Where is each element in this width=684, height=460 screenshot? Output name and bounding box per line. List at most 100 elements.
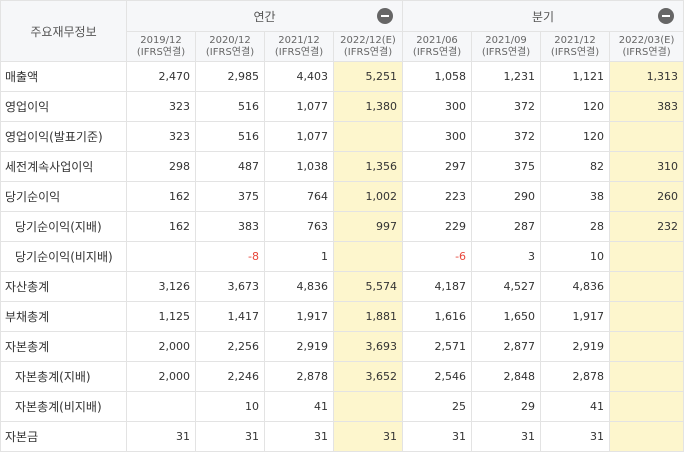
value-cell: 310 [609, 151, 684, 182]
value-cell: 1,417 [195, 301, 265, 332]
value-cell: 375 [471, 151, 542, 182]
period-main: 2022/12(E) [340, 34, 396, 46]
value-cell: 29 [471, 391, 542, 422]
value-cell: 10 [195, 391, 265, 422]
value-cell: -6 [402, 241, 473, 272]
table-row: 자본총계(지배) 2,000 2,246 2,878 3,652 2,546 2,848 2,… [0, 361, 684, 392]
table-row: 매출액 2,470 2,985 4,403 5,251 1,058 1,231 1,121 1,… [0, 61, 684, 92]
value-cell: 28 [540, 211, 611, 242]
value-cell: 2,546 [402, 361, 473, 392]
value-cell: 516 [195, 91, 265, 122]
value-cell: 41 [540, 391, 611, 422]
value-cell: 1,356 [332, 151, 404, 182]
value-cell [609, 391, 684, 422]
row-label: 부채총계 [0, 301, 127, 332]
row-label: 자산총계 [0, 271, 127, 302]
row-label: 자본총계(비지배) [0, 391, 127, 422]
value-cell: 162 [126, 211, 196, 242]
period-main: 2022/03(E) [618, 34, 675, 46]
period-sub: (IFRS연결) [274, 46, 324, 58]
value-cell: 232 [609, 211, 684, 242]
value-cell: 120 [540, 121, 611, 152]
value-cell: 25 [402, 391, 473, 422]
value-cell: 300 [402, 121, 473, 152]
value-cell: 1,650 [471, 301, 542, 332]
value-cell: 487 [195, 151, 265, 182]
value-cell: 82 [540, 151, 611, 182]
value-cell: 4,403 [264, 61, 334, 92]
row-label: 매출액 [0, 61, 127, 92]
value-cell: 31 [126, 421, 196, 452]
table-row: 당기순이익(비지배) -8 1 -6 3 10 [0, 241, 684, 272]
value-cell: 1 [264, 241, 334, 272]
value-cell: 31 [195, 421, 265, 452]
value-cell [332, 241, 404, 272]
value-cell: 223 [402, 181, 473, 212]
value-cell: 1,231 [471, 61, 542, 92]
quarterly-label: 분기 [532, 9, 555, 24]
value-cell: 1,380 [332, 91, 404, 122]
row-label: 당기순이익(지배) [0, 211, 127, 242]
value-cell: 3 [471, 241, 542, 272]
period-main: 2020/12 [209, 34, 251, 46]
value-cell: 2,985 [195, 61, 265, 92]
annual-label: 연간 [253, 9, 276, 24]
value-cell: 383 [609, 91, 684, 122]
table-row: 자본총계(비지배) 10 41 25 29 41 [0, 391, 684, 422]
period-header: 2019/12 (IFRS연결) [126, 31, 196, 62]
value-cell: 1,616 [402, 301, 473, 332]
value-cell: 10 [540, 241, 611, 272]
value-cell: 2,919 [264, 331, 334, 362]
value-cell: 372 [471, 121, 542, 152]
value-cell: 38 [540, 181, 611, 212]
value-cell: 763 [264, 211, 334, 242]
row-label: 영업이익(발표기준) [0, 121, 127, 152]
period-header: 2021/12 (IFRS연결) [264, 31, 334, 62]
value-cell: 41 [264, 391, 334, 422]
value-cell: 31 [264, 421, 334, 452]
value-cell: 1,121 [540, 61, 611, 92]
value-cell [609, 421, 684, 452]
table-row: 자본총계 2,000 2,256 2,919 3,693 2,571 2,877 2,919 [0, 331, 684, 362]
value-cell [332, 121, 404, 152]
row-label: 세전계속사업이익 [0, 151, 127, 182]
quarterly-collapse-button[interactable] [658, 8, 675, 24]
value-cell: 2,246 [195, 361, 265, 392]
period-header: 2020/12 (IFRS연결) [195, 31, 265, 62]
period-sub: (IFRS연결) [343, 46, 393, 58]
table-row: 당기순이익 162 375 764 1,002 223 290 38 260 [0, 181, 684, 212]
value-cell: 2,877 [471, 331, 542, 362]
table-row: 세전계속사업이익 298 487 1,038 1,356 297 375 82 310 [0, 151, 684, 182]
value-cell [332, 391, 404, 422]
row-label: 자본금 [0, 421, 127, 452]
value-cell: 229 [402, 211, 473, 242]
value-cell: 2,256 [195, 331, 265, 362]
value-cell: 4,187 [402, 271, 473, 302]
value-cell: 297 [402, 151, 473, 182]
value-cell: 3,126 [126, 271, 196, 302]
period-main: 2019/12 [140, 34, 182, 46]
value-cell [126, 391, 196, 422]
value-cell [609, 121, 684, 152]
value-cell: 1,077 [264, 121, 334, 152]
value-cell: 31 [540, 421, 611, 452]
value-cell: 1,058 [402, 61, 473, 92]
value-cell: 2,878 [540, 361, 611, 392]
value-cell: 4,836 [540, 271, 611, 302]
row-label: 당기순이익(비지배) [0, 241, 127, 272]
period-sub: (IFRS연결) [412, 46, 462, 58]
value-cell: 1,917 [540, 301, 611, 332]
period-main: 2021/06 [416, 34, 458, 46]
value-cell: 2,919 [540, 331, 611, 362]
value-cell: 287 [471, 211, 542, 242]
value-cell: 1,313 [609, 61, 684, 92]
value-cell: 1,125 [126, 301, 196, 332]
annual-collapse-button[interactable] [377, 8, 394, 24]
value-cell: 2,878 [264, 361, 334, 392]
value-cell: 4,836 [264, 271, 334, 302]
period-header: 2022/12(E) (IFRS연결) [332, 31, 404, 62]
table-row: 자산총계 3,126 3,673 4,836 5,574 4,187 4,527 4,836 [0, 271, 684, 302]
value-cell: 323 [126, 91, 196, 122]
value-cell: 4,527 [471, 271, 542, 302]
value-cell: 1,881 [332, 301, 404, 332]
